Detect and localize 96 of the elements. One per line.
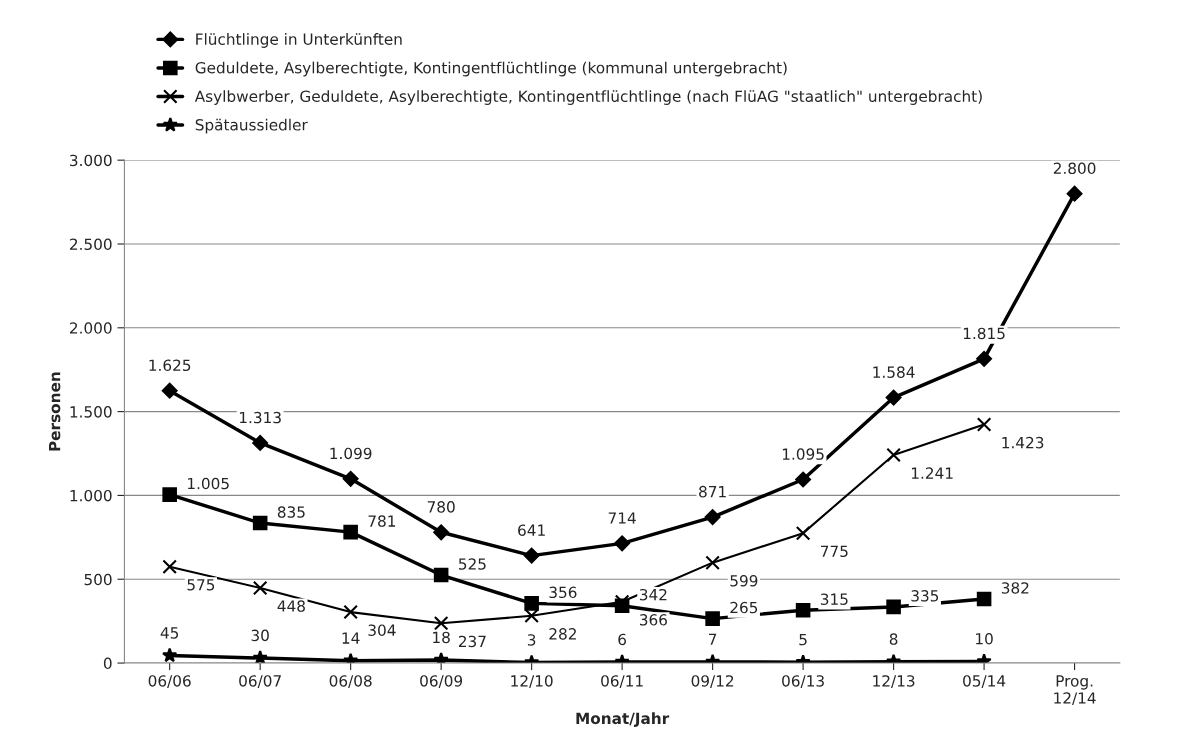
point [705,611,720,626]
point [252,435,269,451]
point [252,515,268,531]
data-label: 315 [820,593,848,605]
point [705,555,720,570]
data-label: 835 [277,506,305,518]
data-label: 304 [368,624,396,636]
data-label: 335 [911,590,939,602]
data-label: 1.005 [188,477,229,490]
data-label: 10 [976,632,993,645]
y-tick-label: 1.000 [70,489,112,502]
data-label: 780 [427,501,455,513]
y-tick-label: 3.000 [70,154,112,167]
point [433,567,449,583]
data-label: 599 [730,574,758,587]
x-tick-label: 06/09 [420,675,463,688]
data-label: 265 [730,601,758,614]
point [886,447,901,463]
data-label: 641 [518,524,545,536]
data-label: 30 [251,629,269,642]
point [795,525,811,541]
data-label: 8 [889,633,898,645]
data-label: 1.815 [963,327,1005,340]
point [976,591,992,607]
point [162,487,177,502]
legend-label: Spätaussiedler [195,118,308,134]
point [252,580,268,596]
x-tick-label: 06/11 [601,675,643,688]
data-label: 1.241 [911,467,953,479]
point [161,382,178,399]
data-label: 1.584 [873,366,915,378]
data-label: 14 [342,632,360,644]
data-label: 871 [699,485,726,498]
point [976,350,992,367]
point [1066,185,1083,202]
data-label: 1.423 [1002,436,1044,449]
point [524,608,539,624]
data-label: 5 [799,634,807,646]
point [614,535,631,552]
data-label: 237 [458,635,486,648]
data-label: 1.625 [149,359,191,372]
x-tick-label: 05/14 [963,675,1006,688]
data-label: 342 [639,588,667,601]
data-label: 18 [433,631,450,644]
x-tick-label: Prog. 12/14 [1054,675,1096,705]
x-axis-title: Monat/Jahr [576,712,670,727]
point [433,524,450,541]
data-label: 1.095 [782,448,824,460]
data-label: 1.313 [239,411,281,424]
data-label: 2.800 [1053,162,1096,175]
data-label: 6 [618,633,627,646]
data-label: 775 [821,545,848,558]
y-tick-label: 500 [84,573,112,586]
data-label: 3 [527,634,536,646]
x-tick-label: 09/12 [691,675,734,688]
point [252,650,268,664]
y-tick-label: 2.000 [70,322,112,334]
data-label: 1.099 [330,447,372,460]
data-label: 575 [187,579,215,591]
y-tick-label: 0 [103,657,112,670]
point [524,596,539,611]
data-label: 714 [608,512,636,524]
data-label: 448 [277,600,305,612]
data-label: 781 [368,515,396,527]
point [795,471,812,488]
x-tick-label: 12/13 [873,675,915,688]
y-tick-label: 1.500 [70,406,112,418]
point [162,559,177,574]
point [343,524,358,540]
y-axis-title: Personen [49,372,61,451]
data-label: 356 [549,586,577,599]
point [343,604,358,620]
x-tick-label: 06/13 [782,675,824,688]
point [886,599,901,615]
y-tick-label: 2.500 [70,238,112,251]
legend-label: Geduldete, Asylberechtigte, Kontingentflüchtlinge (kommunal untergebracht) [195,61,787,77]
point [342,470,359,487]
data-label: 282 [549,628,576,640]
data-label: 382 [1001,582,1029,594]
x-tick-label: 12/10 [511,675,553,688]
point [523,547,540,564]
point [433,616,449,631]
legend-label: Asylbwerber, Geduldete, Asylberechtigte, Kontingentflüchtlinge (nach FlüAG "staatlich" untergebracht) [194,90,982,105]
x-tick-label: 06/07 [239,675,281,688]
x-tick-label: 06/08 [329,675,372,688]
data-label: 525 [458,558,486,570]
legend-label: Flüchtlinge in Unterkünften [196,33,402,48]
point [162,647,178,663]
point [795,602,811,618]
data-label: 45 [160,627,179,639]
point [976,417,992,432]
point [704,509,721,525]
x-tick-label: 06/06 [148,675,191,688]
data-label: 366 [639,614,667,626]
data-label: 7 [709,633,717,645]
point [885,389,902,406]
